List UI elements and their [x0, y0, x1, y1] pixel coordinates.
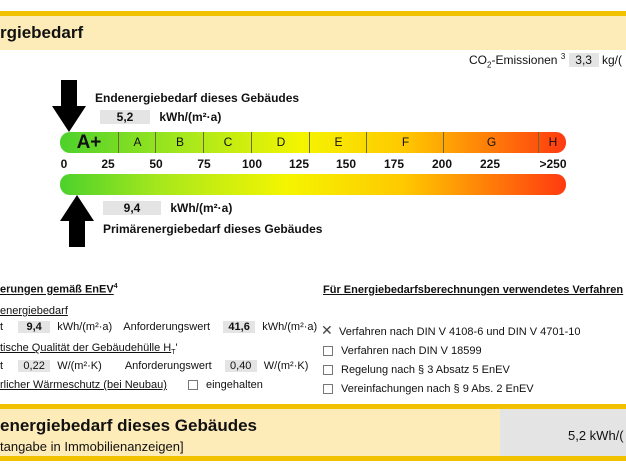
- hull-sup: ': [175, 342, 178, 354]
- primary-energy-label: Primärenergiebedarf dieses Gebäudes: [103, 222, 323, 236]
- co2-suffix: -Emissionen: [491, 53, 558, 67]
- method-item[interactable]: Verfahren nach DIN V 18599: [321, 342, 581, 361]
- section-title: rgiebedarf: [0, 23, 84, 42]
- hull-req-value: 0,40: [224, 360, 257, 372]
- requirements-title-text: erungen gemäß EnEV: [0, 283, 114, 296]
- end-energy-row: 5,2 kWh/(m²·a): [100, 110, 221, 124]
- class-c: C: [203, 132, 252, 153]
- method-label: Verfahren nach DIN V 4108-6 und DIN V 47…: [339, 326, 581, 338]
- footer-title: energiebedarf dieses Gebäudes: [0, 416, 257, 435]
- footer-top-rule: [0, 404, 626, 409]
- method-label: Regelung nach § 3 Absatz 5 EnEV: [341, 364, 510, 376]
- tick-150: 150: [335, 157, 357, 171]
- top-rule: [0, 11, 626, 16]
- hull-sub: T: [171, 349, 176, 357]
- class-h: H: [538, 132, 567, 153]
- primary-energy-row: 9,4 kWh/(m²·a): [103, 201, 232, 215]
- primary-req-value: 41,6: [223, 321, 256, 333]
- footer-value: 5,2 kWh/(: [568, 428, 624, 443]
- class-d: D: [251, 132, 310, 153]
- co2-value: 3,3: [568, 53, 599, 67]
- footer-value-box: 5,2 kWh/(: [500, 409, 626, 456]
- requirements-title: erungen gemäß EnEV4: [0, 283, 118, 296]
- primary-anf-label: Anforderungswert: [123, 321, 211, 333]
- primary-ist-value: 9,4: [18, 321, 51, 333]
- hull-title-text: tische Qualität der Gebäudehülle H: [0, 342, 172, 354]
- class-a: A: [118, 132, 156, 153]
- primary-req-row: t 9,4 kWh/(m²·a) Anforderungswert 41,6 k…: [0, 321, 317, 333]
- co2-footnote: 3: [560, 52, 566, 61]
- tick-0: 0: [60, 157, 68, 171]
- method-item[interactable]: Regelung nach § 3 Absatz 5 EnEV: [321, 361, 581, 380]
- hull-row: t 0,22 W/(m²·K) Anforderungswert 0,40 W/…: [0, 360, 308, 372]
- method-item[interactable]: Vereinfachungen nach § 9 Abs. 2 EnEV: [321, 380, 581, 399]
- method-item[interactable]: ✕ Verfahren nach DIN V 4108-6 und DIN V 4…: [321, 321, 581, 342]
- primary-req-unit: kWh/(m²·a): [262, 321, 318, 333]
- tick-250: >250: [539, 157, 567, 171]
- tick-200: 200: [431, 157, 453, 171]
- eingehalten-option[interactable]: eingehalten: [188, 379, 263, 391]
- co2-unit: kg/(: [601, 53, 622, 67]
- header-band: rgiebedarf: [0, 16, 626, 50]
- class-b: B: [155, 132, 204, 153]
- eingehalten-label: eingehalten: [206, 379, 263, 391]
- primary-energy-value: 9,4: [103, 201, 161, 215]
- checkbox[interactable]: [323, 384, 333, 395]
- method-label: Verfahren nach DIN V 18599: [341, 345, 482, 357]
- end-energy-unit: kWh/(m²·a): [159, 110, 222, 124]
- class-g: G: [443, 132, 539, 153]
- primary-req-title: energiebedarf: [0, 305, 68, 317]
- energy-class-bar: [60, 132, 566, 153]
- checkbox[interactable]: [323, 346, 333, 357]
- hull-req-unit: W/(m²·K): [263, 360, 309, 372]
- arrow-up-icon: [60, 195, 94, 247]
- co2-sub: 2: [487, 60, 492, 70]
- primary-ist-unit: kWh/(m²·a): [57, 321, 113, 333]
- end-energy-label: Endenergiebedarf dieses Gebäudes: [95, 91, 300, 105]
- tick-125: 125: [288, 157, 310, 171]
- hull-ist-unit: W/(m²·K): [57, 360, 102, 372]
- methods-title: Für Energiebedarfsberechnungen verwendet…: [323, 284, 624, 296]
- tick-225: 225: [479, 157, 501, 171]
- checkbox[interactable]: [323, 365, 333, 376]
- footer-subtitle: tangabe in Immobilienanzeigen]: [0, 439, 184, 454]
- method-label: Vereinfachungen nach § 9 Abs. 2 EnEV: [341, 383, 534, 395]
- ist-label: t: [0, 321, 4, 333]
- methods-list: ✕ Verfahren nach DIN V 4108-6 und DIN V 4…: [321, 321, 581, 399]
- primary-energy-bar: [60, 174, 566, 195]
- tick-100: 100: [241, 157, 263, 171]
- checkbox-checked-x-icon[interactable]: ✕: [321, 322, 333, 338]
- tick-75: 75: [197, 157, 211, 171]
- footer-band: energiebedarf dieses Gebäudes tangabe in…: [0, 409, 626, 456]
- ist-label: t: [0, 360, 4, 372]
- hull-title: tische Qualität der Gebäudehülle HT': [0, 342, 178, 356]
- arrow-down-icon: [52, 80, 86, 132]
- class-f: F: [366, 132, 444, 153]
- tick-25: 25: [101, 157, 115, 171]
- footer-bottom-rule: [0, 456, 626, 461]
- tick-50: 50: [149, 157, 163, 171]
- tick-175: 175: [383, 157, 405, 171]
- requirements-footnote: 4: [113, 283, 118, 290]
- hull-anf-label: Anforderungswert: [124, 360, 212, 372]
- primary-energy-unit: kWh/(m²·a): [170, 201, 233, 215]
- checkbox-eingehalten[interactable]: [188, 380, 198, 391]
- co2-label: CO: [469, 53, 487, 67]
- end-energy-value: 5,2: [100, 110, 150, 124]
- co2-emissions: CO2-Emissionen 3 3,3 kg/(: [469, 52, 622, 69]
- waermeschutz-label: rlicher Wärmeschutz (bei Neubau): [0, 379, 167, 391]
- class-a-plus: A+: [76, 132, 102, 153]
- hull-ist-value: 0,22: [18, 360, 51, 372]
- class-e: E: [309, 132, 367, 153]
